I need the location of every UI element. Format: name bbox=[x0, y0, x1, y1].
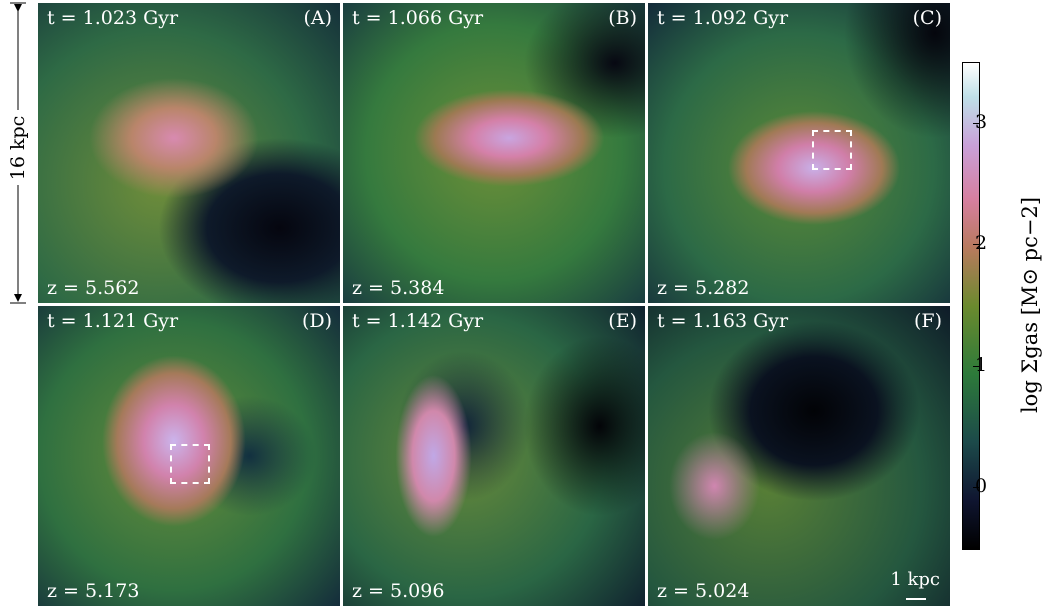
time-label: t = 1.023 Gyr bbox=[47, 7, 179, 29]
time-label: t = 1.163 Gyr bbox=[657, 310, 789, 332]
panel: t = 1.092 Gyr (C) z = 5.282 bbox=[648, 3, 950, 303]
panel: t = 1.023 Gyr (A) z = 5.562 bbox=[38, 3, 340, 303]
colorbar-tick-label: 0 bbox=[975, 475, 988, 498]
colorbar-tick bbox=[973, 365, 979, 367]
colorbar-tick bbox=[973, 487, 979, 489]
redshift-label: z = 5.173 bbox=[47, 580, 140, 602]
colorbar-tick bbox=[973, 244, 979, 246]
colorbar-tick-label: 3 bbox=[975, 110, 988, 133]
panel-label: (E) bbox=[608, 310, 637, 332]
redshift-label: z = 5.024 bbox=[657, 580, 750, 602]
panel: t = 1.121 Gyr (D) z = 5.173 bbox=[38, 306, 340, 606]
time-label: t = 1.066 Gyr bbox=[352, 7, 484, 29]
time-label: t = 1.142 Gyr bbox=[352, 310, 484, 332]
zoom-box bbox=[812, 130, 852, 170]
redshift-label: z = 5.282 bbox=[657, 277, 750, 299]
panel: t = 1.142 Gyr (E) z = 5.096 bbox=[343, 306, 645, 606]
zoom-box bbox=[170, 444, 210, 484]
panel: t = 1.163 Gyr (F) z = 5.024 1 kpc bbox=[648, 306, 950, 606]
colorbar bbox=[962, 62, 980, 550]
redshift-label: z = 5.384 bbox=[352, 277, 445, 299]
panel: t = 1.066 Gyr (B) z = 5.384 bbox=[343, 3, 645, 303]
redshift-label: z = 5.096 bbox=[352, 580, 445, 602]
time-label: t = 1.121 Gyr bbox=[47, 310, 179, 332]
colorbar-tick bbox=[973, 122, 979, 124]
scale-bar-label: 1 kpc bbox=[890, 569, 940, 590]
time-label: t = 1.092 Gyr bbox=[657, 7, 789, 29]
colorbar-label: log Σgas [M⊙ pc−2] bbox=[1018, 196, 1042, 414]
scale-arrow bbox=[10, 2, 26, 304]
panel-label: (F) bbox=[913, 310, 942, 332]
panel-label: (A) bbox=[303, 7, 332, 29]
colorbar-tick-label: 1 bbox=[975, 353, 988, 376]
panel-label: (B) bbox=[608, 7, 637, 29]
redshift-label: z = 5.562 bbox=[47, 277, 140, 299]
panel-label: (C) bbox=[912, 7, 942, 29]
scale-bar bbox=[906, 598, 926, 600]
scale-label: 16 kpc bbox=[7, 115, 29, 181]
colorbar-tick-label: 2 bbox=[975, 232, 988, 255]
panel-label: (D) bbox=[301, 310, 332, 332]
